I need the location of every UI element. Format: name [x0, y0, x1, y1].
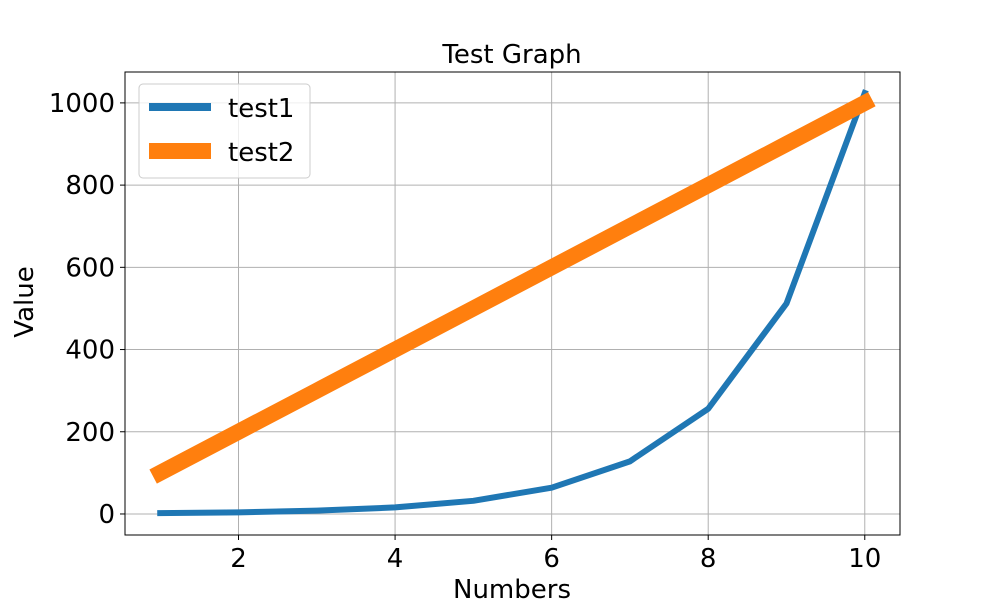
- series-line-test2: [149, 92, 876, 484]
- x-axis-label: Numbers: [453, 575, 571, 600]
- plot-frame: [124, 71, 901, 536]
- y-tick-label: 800: [65, 171, 115, 201]
- x-tick-label: 6: [543, 544, 560, 574]
- series-line-test1: [157, 89, 869, 517]
- y-tick-label: 0: [98, 500, 115, 530]
- plot-lines: [149, 89, 876, 517]
- x-axis-ticks: 2 4 6 8 10: [230, 535, 881, 574]
- y-axis-label: Value: [10, 266, 40, 337]
- legend-label-test1: test1: [228, 94, 294, 124]
- y-tick-label: 200: [65, 418, 115, 448]
- y-axis-ticks: 0 200 400 600 800 1000: [49, 89, 125, 530]
- y-tick-label: 600: [65, 253, 115, 283]
- legend: test1 test2: [138, 83, 311, 179]
- y-tick-label: 400: [65, 336, 115, 366]
- x-tick-label: 10: [848, 544, 881, 574]
- x-tick-label: 8: [700, 544, 717, 574]
- legend-label-test2: test2: [228, 138, 294, 168]
- chart-title: Test Graph: [441, 40, 581, 70]
- x-tick-label: 4: [387, 544, 404, 574]
- y-tick-label: 1000: [49, 89, 115, 119]
- x-tick-label: 2: [230, 544, 247, 574]
